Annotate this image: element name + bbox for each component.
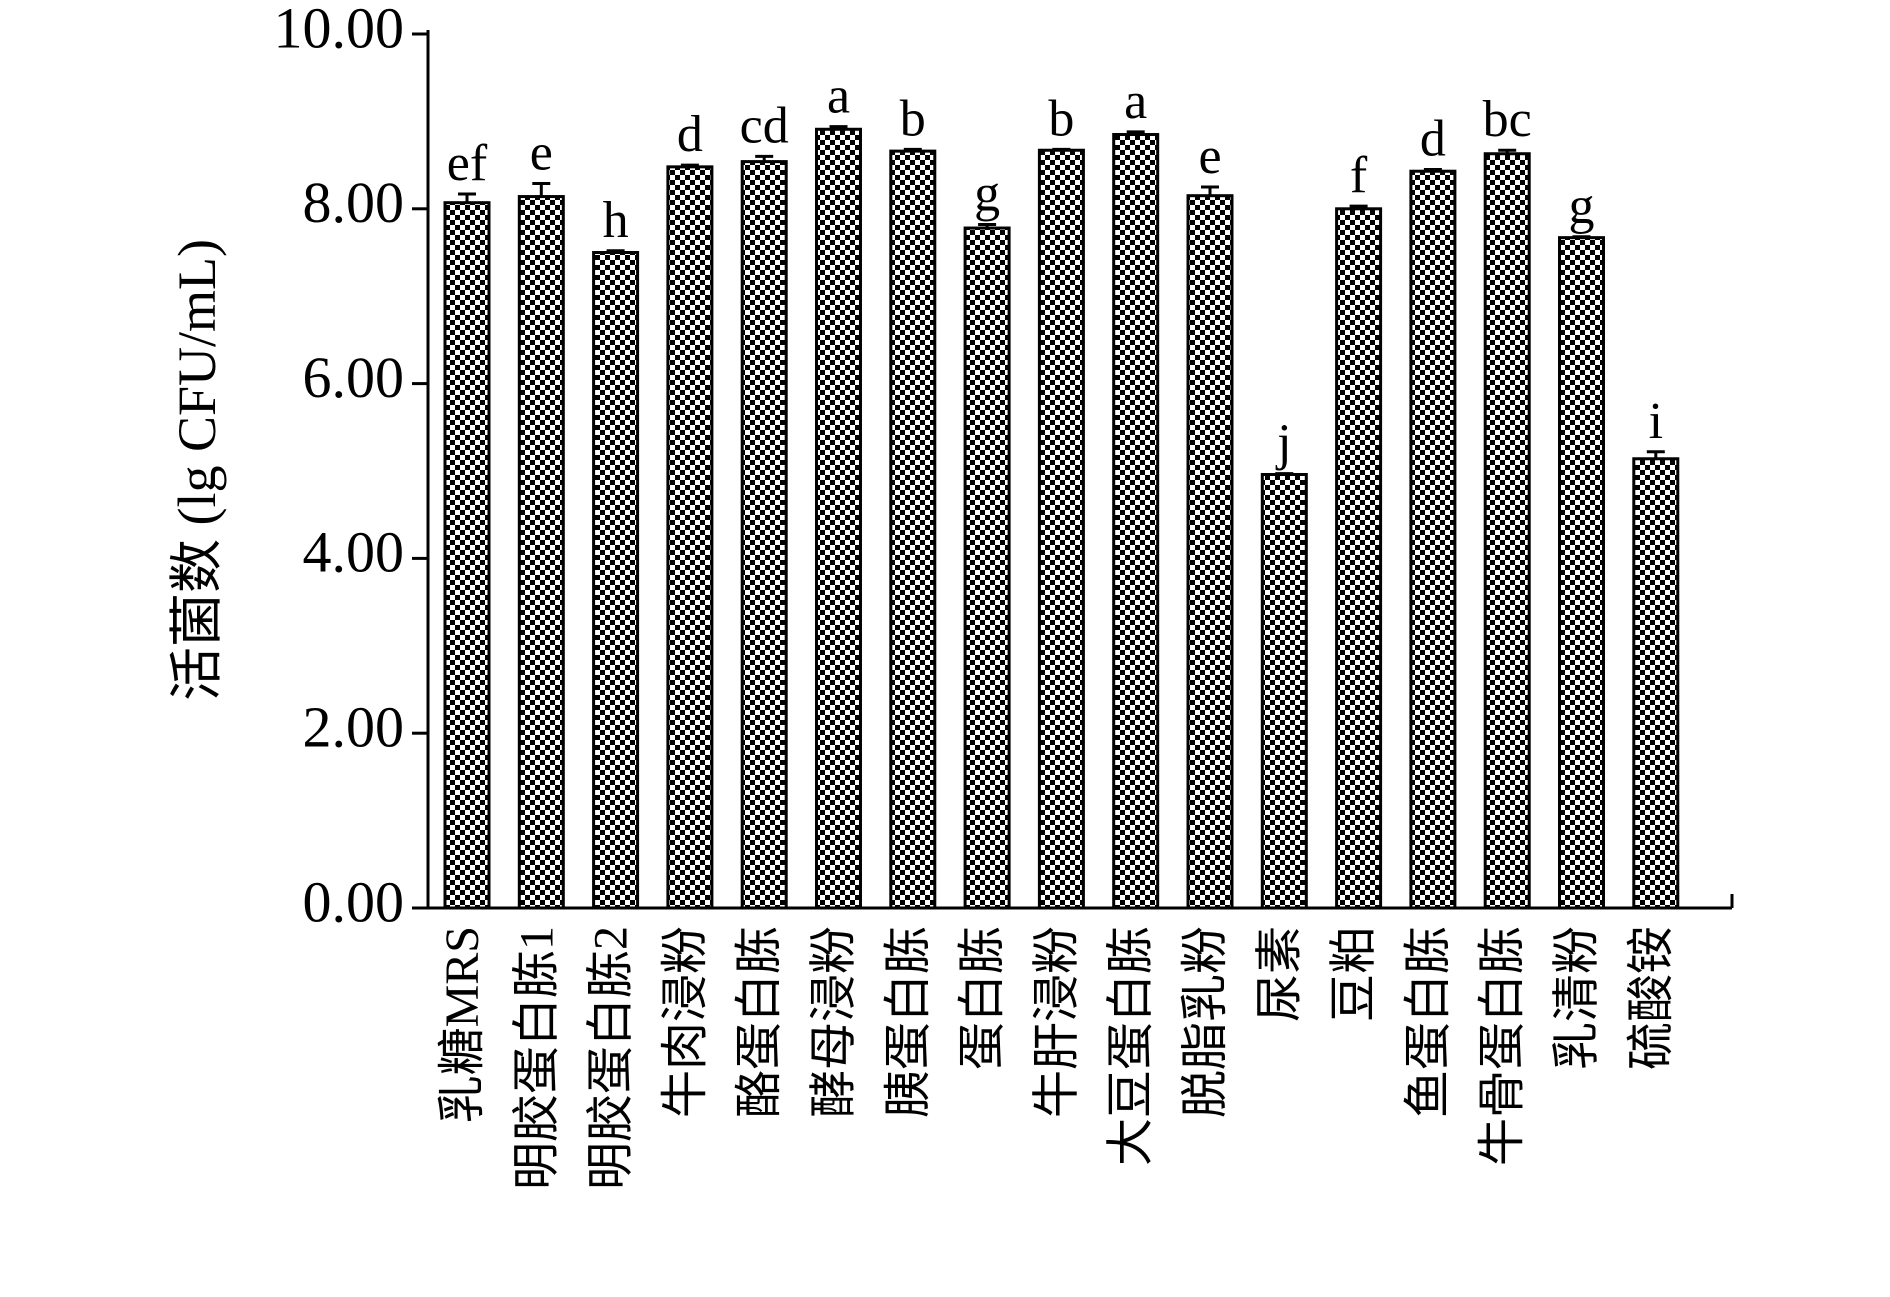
- y-tick-label: 6.00: [303, 345, 405, 410]
- bar: [443, 201, 491, 910]
- significance-label: b: [1048, 90, 1074, 147]
- x-tick-label: 尿素: [1253, 926, 1306, 1022]
- y-tick-label: 2.00: [303, 695, 405, 760]
- significance-label: d: [1420, 110, 1446, 167]
- x-tick-label: 酪蛋白胨: [733, 926, 786, 1118]
- significance-label: i: [1649, 393, 1663, 450]
- x-tick-label: 蛋白胨: [956, 926, 1009, 1070]
- y-tick-label: 10.00: [274, 0, 405, 60]
- x-tick-label: 明胶蛋白胨2: [585, 926, 638, 1190]
- significance-label: e: [530, 124, 553, 181]
- bar: [815, 127, 862, 910]
- significance-label: h: [603, 192, 629, 249]
- significance-label: j: [1275, 415, 1291, 472]
- x-tick-label: 豆粕: [1328, 926, 1381, 1022]
- bar: [592, 251, 640, 910]
- x-tick-label: 乳糖MRS: [436, 926, 489, 1123]
- x-tick-label: 牛肝浸粉: [1030, 926, 1083, 1118]
- x-tick-label: 鱼蛋白胨: [1402, 926, 1455, 1118]
- significance-label: ef: [447, 135, 488, 192]
- bar: [1558, 236, 1605, 910]
- significance-label: a: [1124, 73, 1147, 130]
- x-tick-label: 牛骨蛋白胨: [1476, 926, 1529, 1166]
- bar: [666, 165, 714, 910]
- y-tick-label: 0.00: [303, 869, 405, 934]
- significance-label: d: [677, 106, 703, 163]
- bar: [1632, 457, 1680, 910]
- significance-label: f: [1350, 147, 1368, 204]
- significance-label: g: [1569, 178, 1595, 235]
- bar: [963, 226, 1011, 910]
- y-tick-label: 8.00: [303, 170, 405, 235]
- significance-label: e: [1198, 128, 1221, 185]
- x-tick-label: 明胶蛋白胨1: [510, 926, 563, 1190]
- x-tick-label: 乳清粉: [1551, 926, 1604, 1070]
- bar: [1409, 169, 1457, 910]
- bar: [1260, 472, 1308, 910]
- y-tick-label: 4.00: [303, 520, 405, 585]
- bar: [1483, 152, 1531, 910]
- x-tick-label: 大豆蛋白胨: [1105, 926, 1158, 1166]
- x-tick-label: 牛肉浸粉: [659, 926, 712, 1118]
- significance-label: g: [974, 166, 1000, 223]
- bar: [740, 160, 788, 910]
- significance-label: cd: [740, 97, 789, 154]
- y-axis-label: 活菌数 (lg CFU/mL): [167, 239, 227, 701]
- significance-label: b: [900, 90, 926, 147]
- significance-label: a: [827, 68, 850, 125]
- significance-label: bc: [1483, 91, 1532, 148]
- bar: [1186, 194, 1234, 910]
- bar: [1335, 207, 1383, 910]
- x-tick-label: 硫酸铵: [1625, 926, 1678, 1070]
- x-tick-label: 酵母浸粉: [808, 926, 861, 1118]
- bar: [1037, 148, 1085, 910]
- bar: [1112, 133, 1160, 910]
- x-tick-label: 胰蛋白胨: [882, 926, 935, 1118]
- bar: [517, 195, 565, 910]
- x-tick-label: 脱脂乳粉: [1179, 926, 1232, 1118]
- bar: [889, 149, 937, 910]
